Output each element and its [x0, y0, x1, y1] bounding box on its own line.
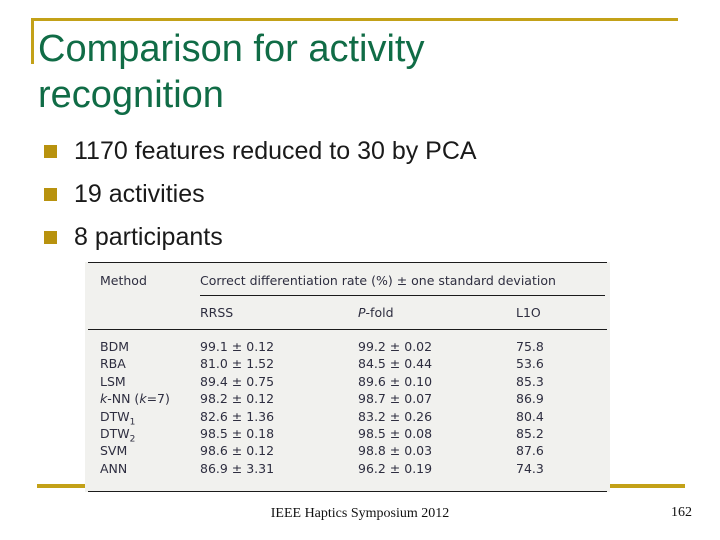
bullet-text: 8 participants [74, 223, 223, 251]
l1o-cell: 75.8 [516, 339, 544, 354]
pfold-cell: 98.7 ± 0.07 [358, 391, 433, 407]
pfold-column-header: P-fold [358, 305, 394, 320]
l1o-column-header: L1O [516, 305, 541, 320]
rrss-column-header: RRSS [200, 305, 234, 320]
rrss-cell: 98.5 ± 0.18 [200, 425, 275, 441]
bullet-list: 1170 features reduced to 30 by PCA 19 ac… [44, 138, 664, 267]
pfold-cell: 98.5 ± 0.08 [358, 425, 433, 441]
table-body: BDM 99.1 ± 0.12 99.2 ± 0.02 75.8 RBA 81.0 ± 1… [88, 338, 607, 477]
pfold-cell: 96.2 ± 0.19 [358, 460, 433, 476]
l1o-cell: 87.6 [516, 443, 544, 459]
l1o-cell: 85.3 [516, 373, 544, 389]
footer-conference-label: IEEE Haptics Symposium 2012 [270, 506, 450, 521]
pfold-cell: 89.6 ± 0.10 [358, 373, 433, 389]
table-row: LSM 89.4 ± 0.75 89.6 ± 0.10 85.3 [88, 373, 607, 390]
method-cell: RBA [100, 356, 126, 372]
span-column-header: Correct differentiation rate (%) ± one s… [200, 273, 556, 288]
rrss-cell: 98.2 ± 0.12 [200, 391, 275, 407]
method-cell: SVM [100, 443, 128, 459]
table-header-row-1: Method Correct differentiation rate (%) … [88, 273, 607, 288]
pfold-cell: 99.2 ± 0.02 [358, 339, 433, 354]
rrss-cell: 99.1 ± 0.12 [200, 339, 275, 354]
table-row: RBA 81.0 ± 1.52 84.5 ± 0.44 53.6 [88, 355, 607, 372]
table-row: DTW2 98.5 ± 0.18 98.5 ± 0.08 85.2 [88, 425, 607, 445]
table-row: ANN 86.9 ± 3.31 96.2 ± 0.19 74.3 [88, 460, 607, 477]
l1o-cell: 53.6 [516, 356, 544, 372]
method-cell: k-NN (k=7) [100, 391, 170, 407]
list-item: 1170 features reduced to 30 by PCA [44, 138, 664, 165]
left-accent-rule [31, 18, 34, 64]
table-header-row-2: RRSS P-fold L1O [88, 305, 607, 320]
empty-header-cell [100, 305, 200, 320]
rrss-cell: 82.6 ± 1.36 [200, 408, 275, 424]
bullet-text: 19 activities [74, 180, 205, 208]
span-header-underline [200, 295, 605, 296]
table-frame: Method Correct differentiation rate (%) … [88, 262, 607, 492]
l1o-cell: 85.2 [516, 425, 544, 441]
l1o-cell: 86.9 [516, 391, 544, 407]
pfold-cell: 98.8 ± 0.03 [358, 443, 433, 459]
header-body-divider [88, 329, 607, 330]
slide-page-number: 162 [671, 505, 692, 520]
slide-title: Comparison for activity recognition [38, 28, 425, 116]
method-cell: LSM [100, 373, 126, 389]
square-bullet-icon [44, 188, 57, 201]
rrss-cell: 81.0 ± 1.52 [200, 356, 275, 372]
bullet-text: 1170 features reduced to 30 by PCA [74, 137, 477, 165]
method-cell: BDM [100, 339, 129, 354]
pfold-cell: 84.5 ± 0.44 [358, 356, 433, 372]
rrss-cell: 89.4 ± 0.75 [200, 373, 275, 389]
method-cell: ANN [100, 460, 128, 476]
list-item: 19 activities [44, 181, 664, 208]
square-bullet-icon [44, 231, 57, 244]
top-accent-rule [31, 18, 678, 21]
table-row: DTW1 82.6 ± 1.36 83.2 ± 0.26 80.4 [88, 408, 607, 428]
table-row: k-NN (k=7) 98.2 ± 0.12 98.7 ± 0.07 86.9 [88, 390, 607, 407]
method-column-header: Method [100, 273, 147, 288]
square-bullet-icon [44, 145, 57, 158]
pfold-cell: 83.2 ± 0.26 [358, 408, 433, 424]
table-row: BDM 99.1 ± 0.12 99.2 ± 0.02 75.8 [88, 338, 607, 355]
list-item: 8 participants [44, 224, 664, 251]
l1o-cell: 74.3 [516, 460, 544, 476]
l1o-cell: 80.4 [516, 408, 544, 424]
table-row: SVM 98.6 ± 0.12 98.8 ± 0.03 87.6 [88, 442, 607, 459]
rrss-cell: 86.9 ± 3.31 [200, 460, 275, 476]
method-cell: DTW2 [100, 425, 136, 445]
results-table-figure: Method Correct differentiation rate (%) … [85, 262, 610, 492]
method-cell: DTW1 [100, 408, 136, 428]
rrss-cell: 98.6 ± 0.12 [200, 443, 275, 459]
